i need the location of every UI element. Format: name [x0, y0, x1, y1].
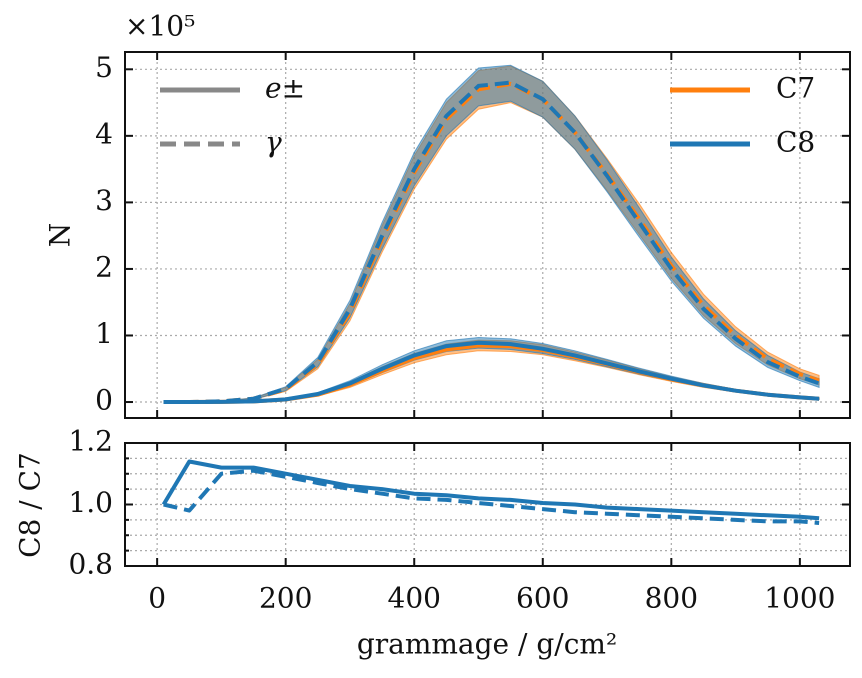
x-tick-label: 1000 — [764, 582, 835, 615]
legend-label: C7 — [776, 72, 815, 105]
legend-label: C8 — [776, 126, 815, 159]
data-line — [163, 468, 820, 525]
y-tick-label: 0.8 — [68, 548, 113, 581]
legend-label: γ — [265, 126, 282, 159]
x-tick-label: 400 — [388, 582, 441, 615]
x-axis-label: grammage / g/cm² — [357, 628, 617, 661]
band — [163, 65, 820, 403]
x-tick-label: 800 — [645, 582, 698, 615]
y-tick-label: 4 — [95, 117, 113, 150]
data-line — [163, 343, 820, 404]
y-tick-label: 1.0 — [68, 486, 113, 519]
legend-label: e± — [265, 72, 305, 105]
y-tick-label: 2 — [95, 250, 113, 283]
y-axis-label: N — [44, 223, 77, 248]
y-tick-label: 1 — [95, 317, 113, 350]
y-tick-label: 1.2 — [68, 425, 113, 458]
axes-frame — [124, 442, 851, 567]
data-line — [163, 81, 820, 404]
data-line — [161, 459, 820, 521]
band — [163, 64, 820, 403]
x-tick-label: 0 — [148, 582, 166, 615]
y-tick-label: 5 — [95, 51, 113, 84]
y-axis-label: C8 / C7 — [14, 452, 47, 558]
y-multiplier: ×10⁵ — [125, 10, 195, 43]
data-line — [163, 80, 820, 404]
band — [163, 339, 820, 403]
data-line — [163, 340, 820, 404]
x-tick-label: 600 — [516, 582, 569, 615]
y-tick-label: 0 — [95, 384, 113, 417]
x-tick-label: 200 — [259, 582, 312, 615]
axes-frame — [124, 51, 851, 419]
y-tick-label: 3 — [95, 184, 113, 217]
